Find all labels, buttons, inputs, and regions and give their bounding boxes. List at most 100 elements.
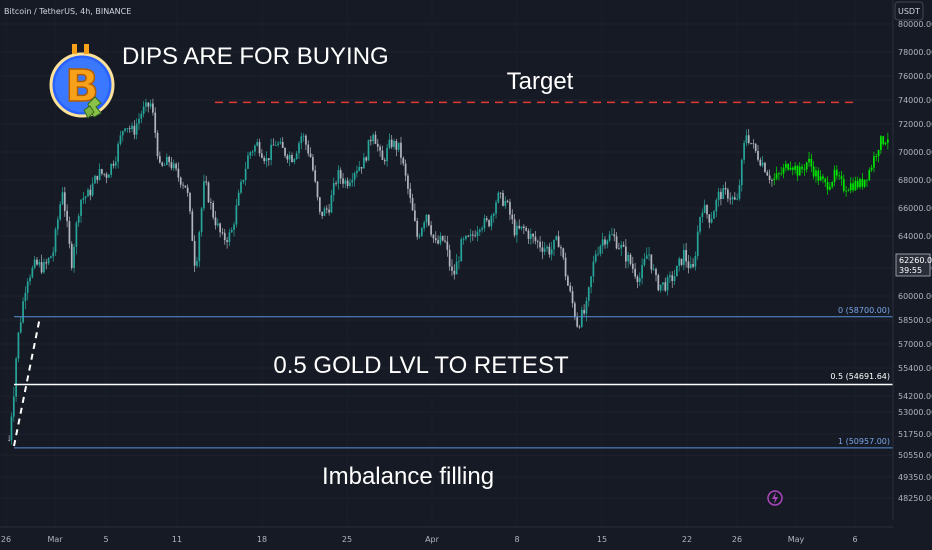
candle-body — [801, 166, 803, 170]
candle-body — [339, 170, 342, 179]
candle-body — [532, 233, 534, 237]
candle-body — [24, 292, 27, 302]
candle-body — [189, 192, 191, 212]
candle-body — [485, 218, 488, 221]
candle-body — [353, 173, 356, 180]
candle-body — [75, 222, 78, 247]
candle-body — [659, 284, 662, 291]
candle-body — [414, 210, 416, 221]
candle-body — [344, 180, 347, 184]
last-price-tag — [895, 253, 931, 277]
candle-body — [242, 179, 245, 182]
candle-body — [112, 163, 115, 166]
candle-body — [768, 175, 771, 180]
candle-body — [119, 135, 122, 144]
candle-body — [177, 168, 180, 178]
candle-body — [446, 241, 449, 250]
candle-body — [773, 178, 776, 181]
candle-body — [210, 202, 212, 204]
candle-body — [448, 249, 451, 267]
candle-body — [664, 282, 667, 291]
candle-body — [710, 218, 713, 223]
candle-body — [156, 132, 159, 157]
candle-body — [458, 261, 460, 263]
candle-body — [499, 192, 502, 194]
candle-body — [63, 192, 66, 211]
candle-body — [309, 153, 312, 158]
price-tick-label: 55400.00 — [898, 364, 932, 373]
candle-body — [694, 255, 697, 267]
candle-body — [488, 220, 490, 227]
price-tick-label: 53000.00 — [898, 408, 932, 417]
currency-badge[interactable] — [894, 1, 924, 21]
candles[interactable] — [8, 98, 889, 445]
candle-body — [720, 191, 722, 199]
candle-body — [138, 118, 140, 124]
candle-body — [379, 146, 381, 151]
candle-body — [868, 169, 871, 181]
candle-body — [622, 244, 625, 247]
candle-body — [216, 223, 219, 226]
candle-body — [745, 135, 748, 144]
price-tick-label: 74000.00 — [898, 96, 932, 105]
candle-body — [678, 258, 681, 266]
candle-body — [502, 192, 504, 206]
symbol-title[interactable]: Bitcoin / TetherUS, 4h, BINANCE — [4, 7, 131, 16]
candle-body — [107, 174, 110, 178]
candle-body — [569, 285, 572, 292]
candle-body — [369, 139, 372, 142]
candle-body — [817, 170, 820, 181]
candle-body — [430, 225, 432, 235]
candle-body — [110, 163, 113, 175]
candle-body — [288, 154, 291, 160]
candle-body — [597, 253, 599, 255]
candle-body — [374, 134, 377, 144]
time-tick-label: 26 — [1, 535, 11, 544]
candle-body — [221, 232, 224, 234]
candle-body — [682, 249, 685, 265]
candle-body — [481, 228, 483, 230]
candle-body — [214, 217, 217, 226]
price-tick-label: 60000.00 — [898, 292, 932, 301]
candle-body — [425, 214, 428, 223]
time-axis[interactable]: 26 Mar 5 11 18 25 Apr 8 15 22 26 May 6 — [1, 535, 858, 544]
candle-body — [863, 179, 866, 187]
candle-body — [142, 106, 145, 114]
candle-body — [420, 228, 423, 236]
candle-body — [365, 157, 368, 161]
candle-body — [713, 211, 715, 219]
candle-body — [625, 246, 627, 262]
candle-body — [267, 158, 270, 160]
candle-body — [465, 235, 467, 239]
bitcoin-logo-icon: B — [49, 44, 115, 119]
candle-body — [179, 177, 182, 185]
candle-body — [578, 326, 581, 328]
candle-body — [56, 219, 59, 230]
candle-body — [328, 209, 330, 213]
candle-body — [536, 241, 539, 242]
lightning-event-icon[interactable] — [767, 490, 783, 506]
candle-body — [96, 175, 99, 180]
candle-body — [272, 144, 275, 146]
candle-body — [47, 258, 50, 264]
candle-body — [764, 162, 766, 173]
candle-body — [230, 229, 233, 233]
candle-body — [808, 158, 810, 163]
candle-body — [87, 189, 89, 197]
candle-body — [261, 153, 263, 158]
candle-body — [492, 213, 495, 216]
price-axis[interactable]: 80000.00 78000.00 76000.00 74000.00 72000.00… — [898, 20, 932, 503]
candle-body — [307, 144, 310, 154]
candle-body — [583, 309, 585, 314]
candle-body — [652, 269, 655, 270]
bar-countdown: 39:55 — [899, 266, 922, 275]
candle-body — [223, 232, 226, 241]
candle-body — [608, 234, 611, 241]
time-tick-label: 22 — [682, 535, 692, 544]
candle-body — [852, 183, 854, 191]
price-tick-label: 48250.00 — [898, 494, 932, 503]
candle-body — [567, 276, 569, 286]
candle-body — [411, 197, 414, 211]
candle-body — [172, 163, 175, 169]
